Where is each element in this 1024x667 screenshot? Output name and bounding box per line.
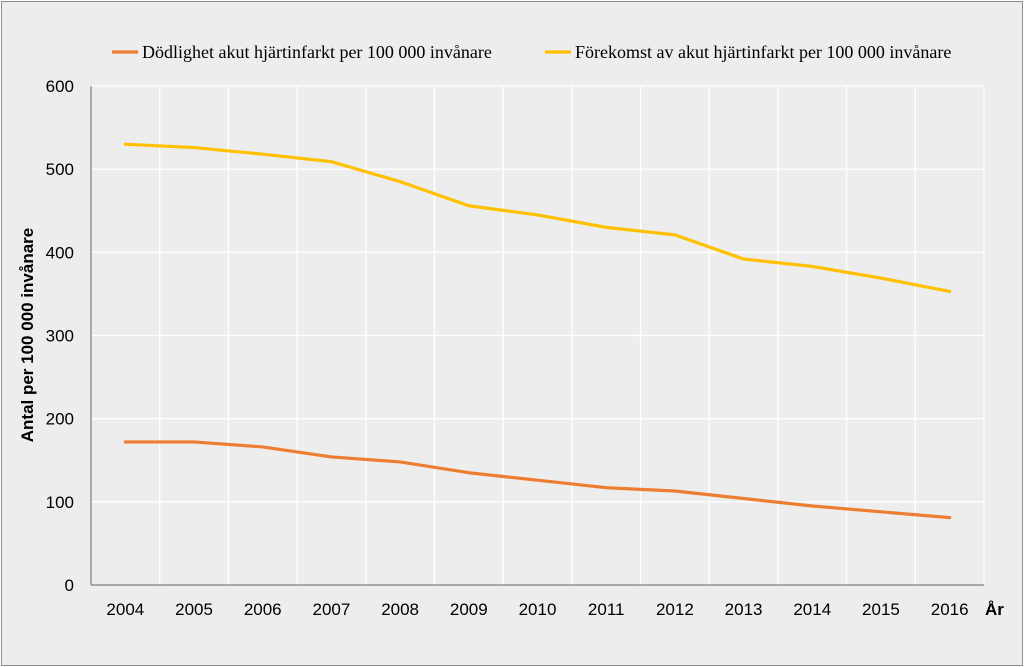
gridlines — [91, 85, 985, 585]
y-axis-title: Antal per 100 000 invånare — [18, 228, 37, 443]
x-tick-label: 2010 — [519, 600, 557, 619]
legend-label-2: Förekomst av akut hjärtinfarkt per 100 0… — [575, 42, 951, 62]
y-tick-label: 400 — [46, 243, 74, 262]
x-tick-label: 2014 — [793, 600, 831, 619]
x-axis-title: År — [985, 600, 1004, 619]
y-tick-label: 300 — [46, 327, 74, 346]
x-tick-label: 2015 — [862, 600, 900, 619]
y-tick-label: 500 — [46, 160, 74, 179]
x-tick-label: 2004 — [106, 600, 144, 619]
series-line-1 — [123, 440, 952, 520]
x-tick-label: 2013 — [725, 600, 763, 619]
y-tick-label: 0 — [65, 576, 74, 595]
x-tick-labels: 2004 2005 2006 2007 2008 2009 2010 2011 2012 2013… — [106, 600, 968, 619]
series-line-2 — [123, 142, 952, 294]
x-tick-label: 2006 — [244, 600, 282, 619]
y-tick-labels: 0 100 200 300 400 500 600 — [46, 77, 74, 595]
x-tick-label: 2008 — [381, 600, 419, 619]
legend: Dödlighet akut hjärtinfarkt per 100 000 … — [112, 42, 951, 62]
x-tick-label: 2005 — [175, 600, 213, 619]
y-tick-label: 600 — [46, 77, 74, 96]
y-tick-label: 200 — [46, 410, 74, 429]
x-tick-label: 2016 — [931, 600, 969, 619]
legend-label-1: Dödlighet akut hjärtinfarkt per 100 000 … — [142, 42, 492, 62]
x-tick-label: 2012 — [656, 600, 694, 619]
y-tick-label: 100 — [46, 493, 74, 512]
x-tick-label: 2011 — [588, 600, 625, 619]
x-tick-label: 2009 — [450, 600, 488, 619]
x-tick-label: 2007 — [313, 600, 351, 619]
series-lines — [123, 142, 952, 520]
